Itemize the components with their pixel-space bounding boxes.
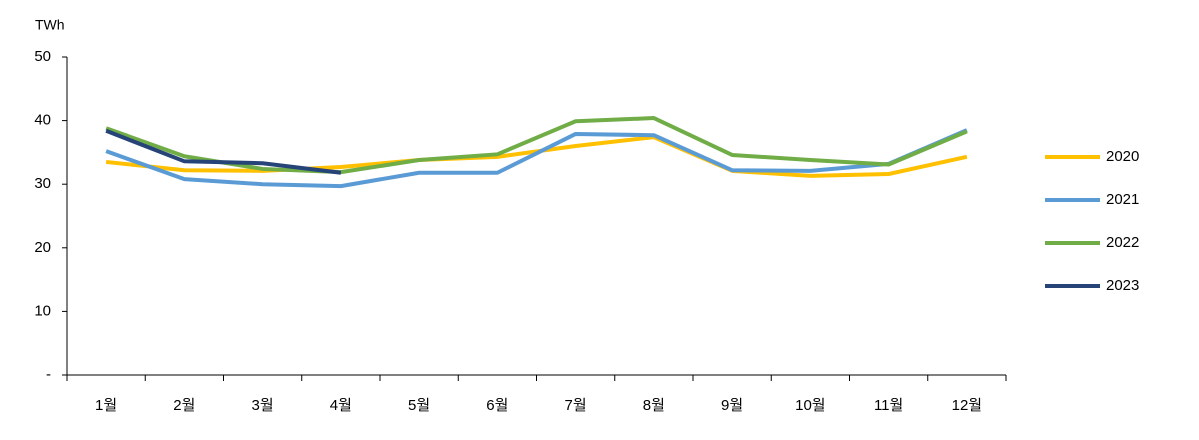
x-tick-label: 3월 (252, 397, 274, 414)
y-tick-label: 20 (34, 239, 51, 256)
x-tick-label: 4월 (330, 397, 352, 414)
x-tick-label: 7월 (565, 397, 587, 414)
x-tick-label: 6월 (486, 397, 508, 414)
series-line (105, 116, 968, 175)
x-tick-label: 2월 (173, 397, 195, 414)
y-tick-label: 40 (34, 112, 51, 129)
legend-label: 2022 (1106, 234, 1139, 251)
legend-label: 2021 (1106, 191, 1139, 208)
x-tick-label: 1월 (95, 397, 117, 414)
x-tick-label: 12월 (952, 397, 983, 414)
series-line (105, 128, 342, 175)
x-tick-label: 5월 (408, 397, 430, 414)
y-tick-label: 10 (34, 302, 51, 319)
x-tick-label: 10월 (795, 397, 826, 414)
legend-label: 2020 (1106, 148, 1139, 165)
y-tick-label: 50 (34, 48, 51, 65)
x-tick-label: 11월 (874, 397, 903, 414)
y-tick-label: 30 (34, 175, 51, 192)
x-tick-label: 9월 (721, 397, 743, 414)
series-line (105, 128, 968, 189)
legend-label: 2023 (1106, 277, 1139, 294)
y-axis-unit: TWh (35, 17, 65, 33)
y-tick-label: - (46, 366, 51, 383)
x-tick-label: 8월 (643, 397, 665, 414)
